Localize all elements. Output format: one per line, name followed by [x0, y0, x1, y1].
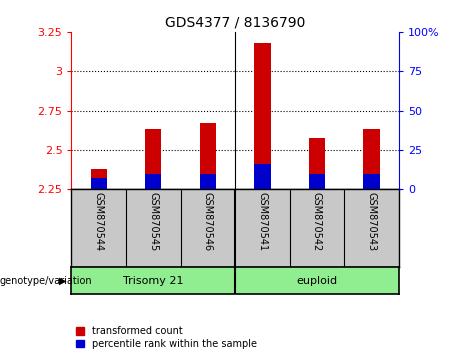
Text: GSM870542: GSM870542	[312, 192, 322, 251]
Bar	[309, 174, 325, 189]
Bar	[90, 178, 107, 189]
Bar	[200, 123, 216, 189]
Text: genotype/variation: genotype/variation	[0, 275, 93, 286]
Legend: transformed count, percentile rank within the sample: transformed count, percentile rank withi…	[77, 326, 257, 349]
Bar	[145, 129, 161, 189]
Text: GSM870545: GSM870545	[148, 192, 158, 251]
Text: Trisomy 21: Trisomy 21	[123, 275, 183, 286]
Bar	[363, 174, 380, 189]
Bar	[145, 174, 161, 189]
Text: GSM870541: GSM870541	[257, 192, 267, 251]
Text: GSM870544: GSM870544	[94, 192, 104, 251]
Text: GSM870546: GSM870546	[203, 192, 213, 251]
Text: GSM870543: GSM870543	[366, 192, 377, 251]
Text: euploid: euploid	[296, 275, 337, 286]
Bar	[200, 174, 216, 189]
Text: ▶: ▶	[59, 275, 67, 286]
Bar	[254, 164, 271, 189]
Bar	[90, 169, 107, 189]
Bar	[254, 43, 271, 189]
Bar	[363, 129, 380, 189]
Bar	[309, 138, 325, 189]
Title: GDS4377 / 8136790: GDS4377 / 8136790	[165, 15, 305, 29]
